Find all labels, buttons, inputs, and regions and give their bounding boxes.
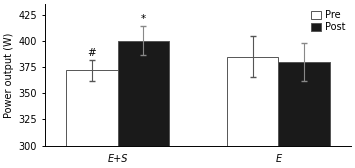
Text: #: # xyxy=(88,48,96,58)
Bar xyxy=(227,56,278,145)
Y-axis label: Power output (W): Power output (W) xyxy=(4,32,14,118)
Bar xyxy=(278,62,330,145)
Bar xyxy=(66,70,118,145)
Legend: Pre, Post: Pre, Post xyxy=(310,9,346,33)
Bar xyxy=(118,41,169,145)
Text: *: * xyxy=(141,14,146,24)
